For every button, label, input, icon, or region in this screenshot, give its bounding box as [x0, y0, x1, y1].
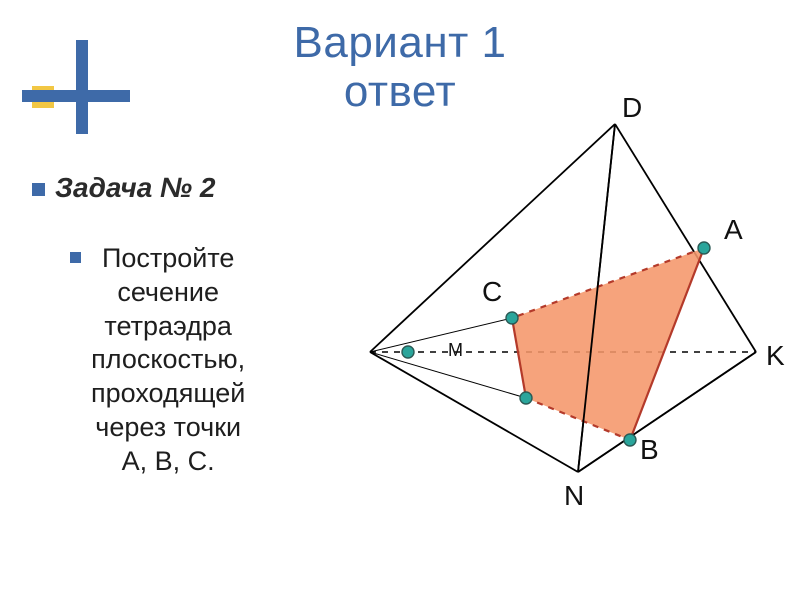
label-A: A — [724, 214, 743, 246]
title-line-1: Вариант 1 — [294, 18, 507, 67]
tetrahedron-diagram: D K N M A B C — [340, 100, 800, 540]
label-K: K — [766, 340, 785, 372]
label-D: D — [622, 92, 642, 124]
bullet-icon — [32, 183, 45, 196]
task-body-text: Постройте сечение тетраэдра плоскостью, … — [91, 242, 245, 478]
label-M: M — [448, 340, 463, 361]
task-number-text: Задача № 2 — [55, 172, 216, 204]
bullet-task-number: Задача № 2 — [32, 172, 216, 204]
bullet-icon — [70, 252, 81, 263]
label-N: N — [564, 480, 584, 512]
label-B: B — [640, 434, 659, 466]
bullet-task-body: Постройте сечение тетраэдра плоскостью, … — [70, 242, 310, 478]
label-C: C — [482, 276, 502, 308]
